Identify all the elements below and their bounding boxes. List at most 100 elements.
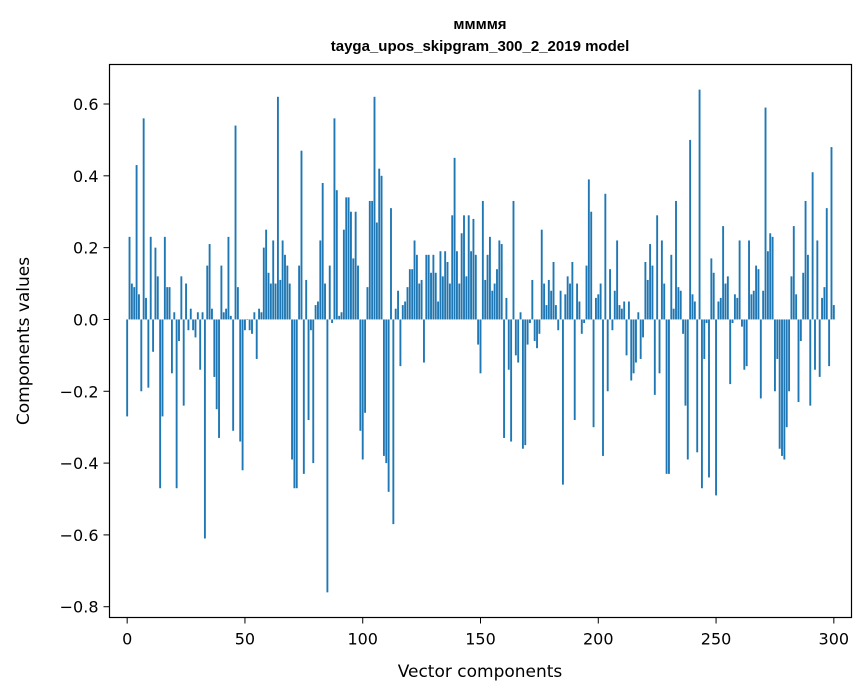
bar	[578, 301, 581, 320]
bar	[642, 319, 644, 338]
bar	[199, 319, 202, 370]
bar	[554, 305, 557, 320]
bar	[408, 269, 411, 320]
bar	[284, 254, 286, 320]
bar	[741, 319, 743, 327]
bar	[519, 312, 522, 320]
bar	[529, 319, 531, 324]
bar	[206, 265, 209, 320]
bar	[755, 265, 758, 320]
bar	[533, 319, 536, 341]
bar	[225, 308, 228, 320]
bar	[597, 294, 600, 320]
bar	[128, 236, 131, 320]
bar	[227, 236, 230, 320]
bar	[745, 319, 748, 367]
bar	[776, 319, 779, 359]
bar	[382, 319, 385, 456]
bar	[738, 240, 741, 320]
bar	[498, 240, 501, 320]
bar	[279, 279, 282, 320]
bar	[781, 319, 783, 456]
bar	[635, 319, 637, 363]
bar	[620, 308, 623, 320]
bar	[656, 215, 659, 320]
bar	[357, 265, 359, 320]
bar	[552, 262, 555, 320]
bar	[797, 319, 800, 403]
bar	[434, 272, 437, 320]
bar	[251, 319, 253, 334]
bar	[545, 305, 548, 320]
bar	[324, 283, 326, 320]
bar	[397, 290, 399, 320]
bar	[291, 319, 293, 460]
bar	[639, 319, 642, 359]
bar	[321, 183, 324, 320]
bar	[696, 319, 699, 453]
bar	[653, 319, 656, 395]
bar	[145, 297, 147, 320]
bar	[269, 283, 272, 320]
bar	[262, 247, 265, 320]
bar	[557, 319, 560, 331]
bar	[135, 165, 138, 320]
bar	[248, 319, 251, 331]
bar	[413, 240, 416, 320]
bar	[762, 290, 765, 320]
bar	[543, 283, 546, 320]
bar	[427, 254, 430, 320]
y-tick-label: −0.4	[60, 454, 99, 473]
bar	[281, 240, 284, 320]
bar	[208, 244, 211, 320]
bar	[486, 254, 489, 320]
bar	[387, 319, 390, 492]
bar	[309, 319, 312, 331]
bar	[484, 279, 487, 320]
bar	[159, 319, 162, 489]
bar	[547, 279, 550, 320]
bar	[809, 319, 812, 406]
bar	[743, 319, 746, 370]
bar	[385, 319, 388, 464]
bar	[505, 297, 508, 320]
bar-series	[126, 89, 835, 593]
bar	[679, 290, 682, 320]
bar	[218, 319, 220, 438]
bar	[637, 312, 640, 320]
bar	[675, 200, 677, 320]
bar	[550, 290, 553, 320]
bar	[722, 226, 725, 320]
bar	[731, 319, 734, 324]
bar	[401, 305, 404, 320]
bar	[170, 319, 173, 374]
bar	[788, 319, 791, 392]
bar	[342, 229, 345, 320]
y-axis-label: Components values	[14, 257, 34, 425]
bar	[432, 254, 435, 320]
bar	[448, 283, 451, 320]
bar	[806, 254, 809, 320]
bar	[514, 319, 517, 356]
bar	[474, 254, 477, 320]
bar	[229, 315, 232, 320]
bar	[736, 297, 739, 320]
bar	[425, 254, 428, 320]
bar	[288, 283, 291, 320]
bar	[592, 319, 595, 428]
bar	[394, 308, 397, 320]
bar	[644, 262, 647, 320]
bar	[305, 279, 308, 320]
bar	[693, 301, 696, 320]
bar	[510, 319, 513, 442]
bar	[684, 319, 687, 406]
bar	[142, 118, 145, 320]
bar	[451, 215, 454, 320]
bar	[708, 319, 710, 478]
bar	[286, 265, 289, 320]
bar	[364, 319, 367, 413]
bar	[267, 272, 270, 320]
bar	[698, 89, 701, 320]
bar	[566, 276, 569, 320]
bar	[392, 319, 395, 525]
